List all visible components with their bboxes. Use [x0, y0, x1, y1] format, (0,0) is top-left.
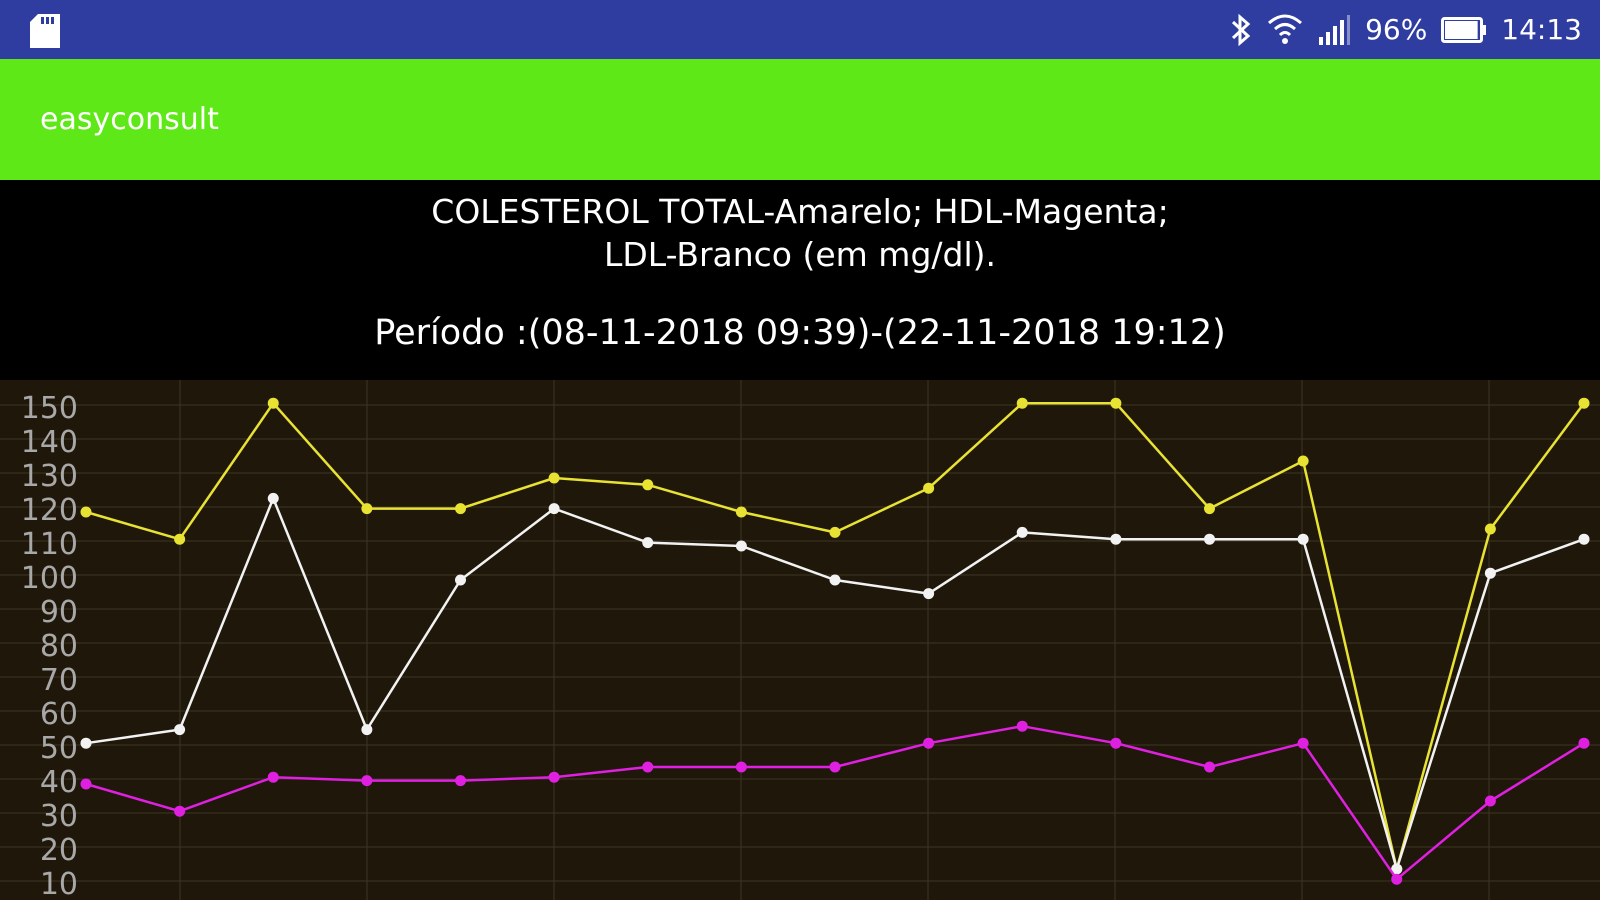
legend-line-2: LDL-Branco (em mg/dl). [603, 235, 996, 274]
data-point [1297, 533, 1309, 545]
y-tick-label: 20 [40, 833, 78, 868]
status-time: 14:13 [1501, 13, 1582, 46]
legend-line-1: COLESTEROL TOTAL-Amarelo; HDL-Magenta; [431, 192, 1169, 231]
y-tick-label: 130 [21, 459, 78, 494]
data-point [1016, 397, 1028, 409]
data-point [174, 805, 186, 817]
bluetooth-icon [1232, 13, 1251, 46]
data-point [174, 724, 186, 736]
data-point [735, 761, 747, 773]
data-point [1204, 503, 1215, 515]
data-point [923, 482, 935, 494]
data-point [1578, 533, 1590, 545]
data-point [267, 771, 279, 783]
battery-percent: 96% [1365, 13, 1428, 46]
data-point [548, 472, 560, 484]
data-point [1484, 567, 1496, 579]
series-line-2 [85, 724, 1585, 881]
data-point [642, 761, 654, 773]
y-tick-label: 150 [21, 391, 78, 426]
data-point [1484, 523, 1496, 535]
data-point [1110, 737, 1122, 749]
data-point [1297, 737, 1309, 749]
data-point [1297, 455, 1309, 467]
data-point [735, 506, 747, 518]
app-bar: easyconsult [0, 59, 1600, 180]
data-point [267, 397, 279, 409]
sd-card-icon [30, 14, 60, 48]
data-point [642, 479, 654, 491]
y-tick-label: 90 [40, 595, 78, 630]
data-point [829, 761, 841, 773]
data-point [923, 588, 935, 600]
data-point [1110, 533, 1122, 545]
y-tick-label: 50 [40, 731, 78, 766]
y-tick-label: 30 [40, 799, 78, 834]
y-tick-label: 110 [21, 527, 78, 562]
y-tick-label: 80 [40, 629, 78, 664]
y-tick-label: 70 [40, 663, 78, 698]
data-point [80, 506, 92, 518]
data-point [1578, 737, 1590, 749]
status-bar: 96% 14:13 [0, 0, 1600, 59]
data-point [1016, 720, 1028, 732]
data-point [1204, 533, 1215, 545]
y-tick-label: 10 [40, 867, 78, 900]
data-point [455, 775, 466, 787]
data-point [1391, 873, 1403, 885]
y-tick-label: 60 [40, 697, 78, 732]
data-point [361, 775, 373, 787]
data-point [1016, 526, 1028, 538]
data-point [548, 771, 560, 783]
data-point [174, 533, 186, 545]
y-tick-label: 100 [21, 561, 78, 596]
data-point [642, 537, 654, 549]
wifi-icon [1268, 14, 1303, 44]
data-point [361, 724, 373, 736]
line-chart[interactable]: 150 140 130 120 110 100 90 80 70 60 50 40 30 20 10 [0, 380, 1600, 900]
y-tick-label: 120 [21, 493, 78, 528]
data-point [455, 574, 466, 586]
data-point [1484, 795, 1496, 807]
data-point [923, 737, 935, 749]
data-point [1204, 761, 1215, 773]
data-point [455, 503, 466, 515]
period-label: Período :(08-11-2018 09:39)-(22-11-2018 … [374, 313, 1226, 353]
app-title: easyconsult [40, 102, 219, 137]
status-icons: 96% 14:13 [1229, 0, 1582, 59]
data-point [735, 540, 747, 552]
data-point [80, 737, 92, 749]
data-point [267, 492, 279, 504]
battery-icon [1441, 16, 1487, 43]
data-point [1578, 397, 1590, 409]
data-point [1110, 397, 1122, 409]
data-point [829, 526, 841, 538]
data-point [829, 574, 841, 586]
y-tick-label: 140 [21, 425, 78, 460]
data-point [1391, 863, 1403, 875]
data-point [80, 778, 92, 790]
cell-signal-icon [1319, 14, 1351, 45]
chart-header: COLESTEROL TOTAL-Amarelo; HDL-Magenta; L… [0, 180, 1600, 380]
y-tick-label: 40 [40, 765, 78, 800]
data-point [361, 503, 373, 515]
data-point [548, 503, 560, 515]
